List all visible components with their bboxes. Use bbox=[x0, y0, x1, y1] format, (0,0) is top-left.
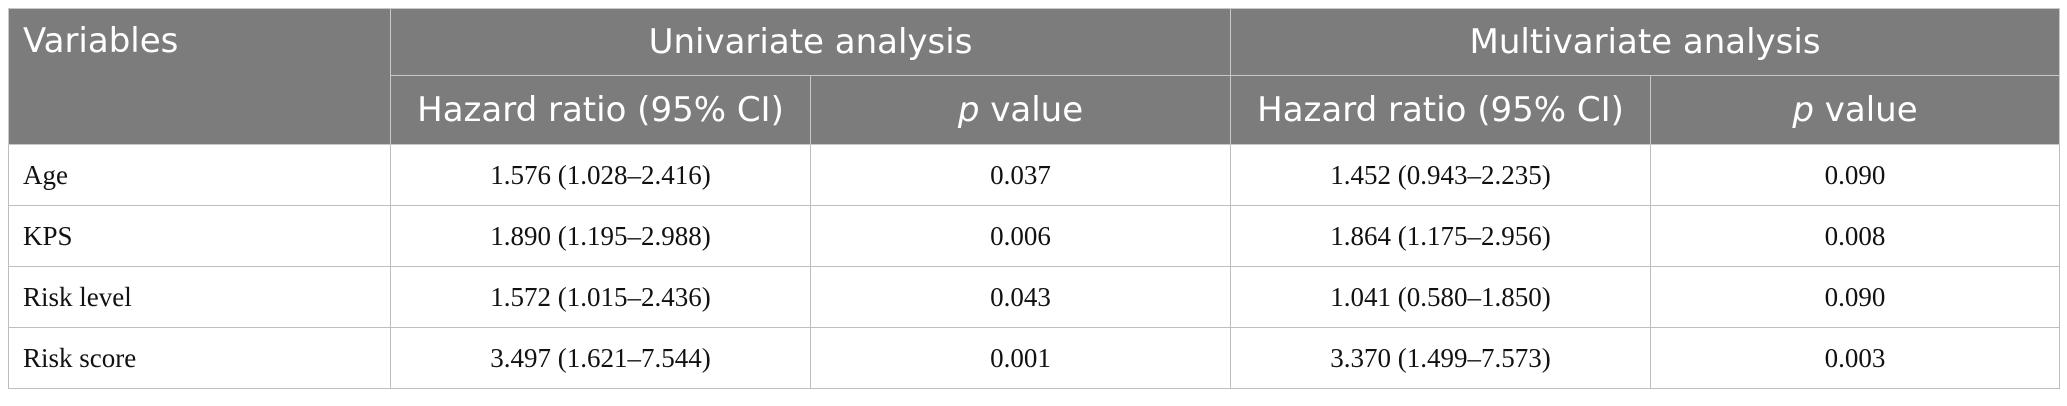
header-univariate-analysis: Univariate analysis bbox=[389, 8, 1232, 76]
cell-univariate-p-value: 0.006 bbox=[809, 205, 1232, 267]
cell-univariate-hazard-ratio: 1.890 (1.195–2.988) bbox=[390, 205, 811, 267]
cell-multivariate-hazard-ratio: 1.041 (0.580–1.850) bbox=[1230, 266, 1652, 328]
cox-regression-table: Variables Univariate analysis Multivaria… bbox=[8, 8, 2061, 389]
p-symbol: p bbox=[1792, 90, 1814, 130]
cell-multivariate-hazard-ratio: 3.370 (1.499–7.573) bbox=[1230, 327, 1652, 389]
header-univariate-hazard-ratio: Hazard ratio (95% CI) bbox=[390, 75, 811, 145]
header-variables: Variables bbox=[8, 8, 391, 145]
header-univariate-p-value: p value bbox=[809, 75, 1232, 145]
cell-multivariate-p-value: 0.090 bbox=[1650, 144, 2061, 206]
cell-variable: Risk level bbox=[8, 266, 391, 328]
cell-univariate-hazard-ratio: 1.576 (1.028–2.416) bbox=[390, 144, 811, 206]
cell-univariate-hazard-ratio: 1.572 (1.015–2.436) bbox=[390, 266, 811, 328]
cell-variable: Age bbox=[8, 144, 391, 206]
cell-multivariate-hazard-ratio: 1.864 (1.175–2.956) bbox=[1230, 205, 1652, 267]
header-multivariate-p-value: p value bbox=[1650, 75, 2061, 145]
table-row: Age 1.576 (1.028–2.416) 0.037 1.452 (0.9… bbox=[8, 144, 2061, 206]
cell-univariate-p-value: 0.043 bbox=[809, 266, 1232, 328]
cell-variable: Risk score bbox=[8, 327, 391, 389]
table-body: Age 1.576 (1.028–2.416) 0.037 1.452 (0.9… bbox=[8, 144, 2061, 389]
cell-multivariate-p-value: 0.090 bbox=[1650, 266, 2061, 328]
cell-univariate-p-value: 0.001 bbox=[809, 327, 1232, 389]
header-multivariate-hazard-ratio: Hazard ratio (95% CI) bbox=[1230, 75, 1652, 145]
cell-multivariate-p-value: 0.003 bbox=[1650, 327, 2061, 389]
cell-multivariate-p-value: 0.008 bbox=[1650, 205, 2061, 267]
header-row-groups: Variables Univariate analysis Multivaria… bbox=[8, 8, 2061, 145]
regression-table-container: Variables Univariate analysis Multivaria… bbox=[8, 8, 2061, 389]
table-row: Risk score 3.497 (1.621–7.544) 0.001 3.3… bbox=[8, 327, 2061, 389]
p-value-suffix: value bbox=[979, 90, 1084, 130]
cell-variable: KPS bbox=[8, 205, 391, 267]
table-header: Variables Univariate analysis Multivaria… bbox=[8, 8, 2061, 145]
cell-univariate-hazard-ratio: 3.497 (1.621–7.544) bbox=[390, 327, 811, 389]
cell-multivariate-hazard-ratio: 1.452 (0.943–2.235) bbox=[1230, 144, 1652, 206]
header-multivariate-analysis: Multivariate analysis bbox=[1230, 8, 2061, 76]
table-row: KPS 1.890 (1.195–2.988) 0.006 1.864 (1.1… bbox=[8, 205, 2061, 267]
cell-univariate-p-value: 0.037 bbox=[809, 144, 1232, 206]
header-row-columns: Hazard ratio (95% CI) p value Hazard rat… bbox=[9, 75, 2061, 145]
p-value-suffix: value bbox=[1813, 90, 1918, 130]
p-symbol: p bbox=[957, 90, 980, 130]
table-row: Risk level 1.572 (1.015–2.436) 0.043 1.0… bbox=[8, 266, 2061, 328]
